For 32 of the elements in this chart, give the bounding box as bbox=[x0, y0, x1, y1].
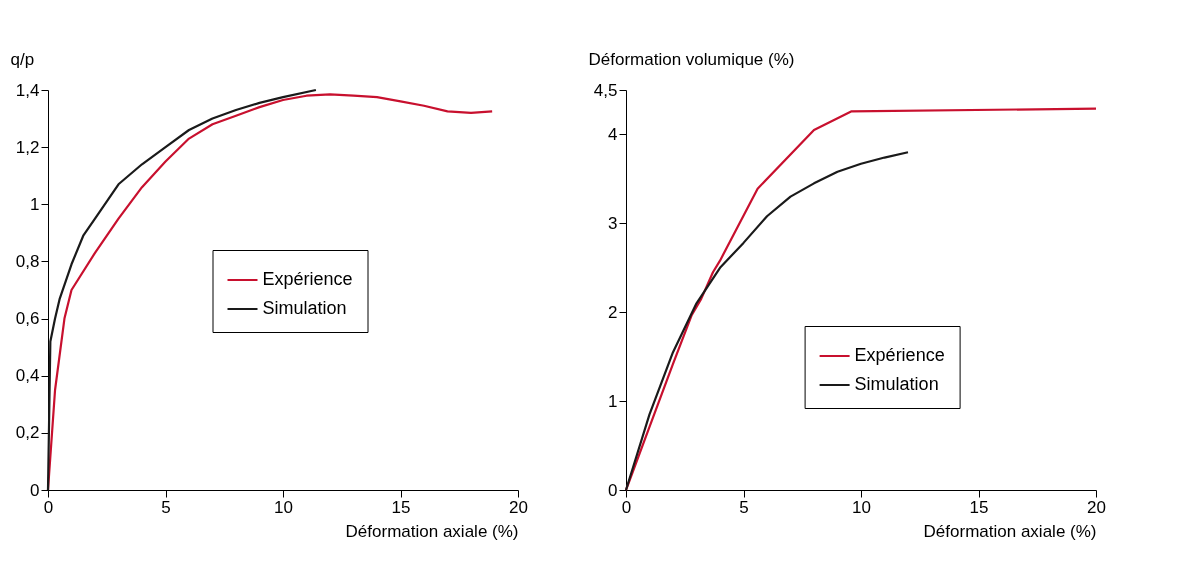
x-tick-label: 0 bbox=[43, 497, 54, 517]
y-tick-label: 0,6 bbox=[15, 309, 40, 329]
x-tick-label: 5 bbox=[739, 497, 749, 517]
x-tick-label: 10 bbox=[274, 497, 293, 517]
legend-label: Simulation bbox=[262, 298, 347, 318]
legend-label: Simulation bbox=[854, 374, 939, 394]
x-axis-title: Déformation axiale (%) bbox=[923, 521, 1097, 541]
y-tick-label: 0,2 bbox=[15, 423, 40, 443]
y-axis-title: q/p bbox=[10, 49, 35, 69]
y-tick-label: 2 bbox=[608, 302, 618, 322]
y-tick-label: 4 bbox=[608, 124, 618, 144]
y-tick-label: 0 bbox=[30, 480, 40, 500]
y-tick-label: 1 bbox=[608, 391, 618, 411]
y-tick-label: 1 bbox=[30, 194, 40, 214]
legend-label: Expérience bbox=[854, 345, 945, 365]
y-axis-title: Déformation volumique (%) bbox=[588, 49, 795, 69]
y-tick-label: 0,8 bbox=[15, 251, 40, 271]
y-tick-label: 0,4 bbox=[15, 366, 40, 386]
y-tick-label: 1,4 bbox=[15, 80, 40, 100]
x-axis-title: Déformation axiale (%) bbox=[345, 521, 519, 541]
x-tick-label: 20 bbox=[509, 497, 528, 517]
x-tick-label: 10 bbox=[852, 497, 871, 517]
x-tick-label: 20 bbox=[1087, 497, 1106, 517]
x-tick-label: 15 bbox=[391, 497, 411, 517]
x-tick-label: 5 bbox=[161, 497, 171, 517]
y-tick-label: 0 bbox=[608, 480, 618, 500]
legend-label: Expérience bbox=[262, 269, 353, 289]
x-tick-label: 15 bbox=[969, 497, 989, 517]
y-tick-label: 4,5 bbox=[593, 80, 618, 100]
y-tick-label: 1,2 bbox=[15, 137, 40, 157]
x-tick-label: 0 bbox=[621, 497, 632, 517]
y-tick-label: 3 bbox=[608, 213, 618, 233]
